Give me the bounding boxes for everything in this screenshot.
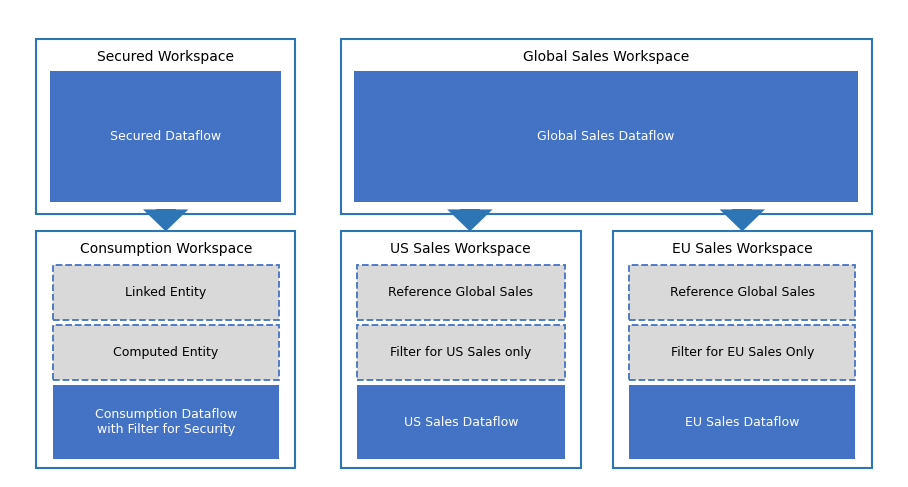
FancyBboxPatch shape [53, 325, 279, 380]
Bar [156, 209, 176, 214]
Text: EU Sales Dataflow: EU Sales Dataflow [686, 415, 799, 429]
FancyBboxPatch shape [629, 385, 855, 459]
FancyBboxPatch shape [340, 231, 581, 468]
FancyBboxPatch shape [629, 265, 855, 320]
Polygon shape [143, 209, 189, 231]
Text: Reference Global Sales: Reference Global Sales [670, 286, 814, 300]
FancyBboxPatch shape [36, 39, 295, 214]
FancyBboxPatch shape [357, 325, 565, 380]
Text: Consumption Dataflow
with Filter for Security: Consumption Dataflow with Filter for Sec… [94, 408, 237, 436]
FancyBboxPatch shape [50, 71, 281, 202]
Text: Linked Entity: Linked Entity [125, 286, 206, 300]
Text: Reference Global Sales: Reference Global Sales [389, 286, 533, 300]
FancyBboxPatch shape [354, 71, 858, 202]
Text: US Sales Dataflow: US Sales Dataflow [403, 415, 518, 429]
FancyBboxPatch shape [340, 39, 872, 214]
Text: Global Sales Dataflow: Global Sales Dataflow [538, 130, 675, 143]
Text: Global Sales Workspace: Global Sales Workspace [523, 50, 689, 64]
Text: US Sales Workspace: US Sales Workspace [390, 242, 531, 256]
FancyBboxPatch shape [357, 265, 565, 320]
Text: Consumption Workspace: Consumption Workspace [80, 242, 252, 256]
Text: EU Sales Workspace: EU Sales Workspace [672, 242, 813, 256]
Bar [459, 209, 479, 214]
Text: Filter for EU Sales Only: Filter for EU Sales Only [671, 346, 814, 359]
Bar [733, 209, 753, 214]
FancyBboxPatch shape [53, 265, 279, 320]
Text: Secured Workspace: Secured Workspace [97, 50, 234, 64]
FancyBboxPatch shape [613, 231, 872, 468]
Text: Secured Dataflow: Secured Dataflow [110, 130, 222, 143]
FancyBboxPatch shape [629, 325, 855, 380]
FancyBboxPatch shape [357, 385, 565, 459]
FancyBboxPatch shape [53, 385, 279, 459]
Text: Filter for US Sales only: Filter for US Sales only [390, 346, 531, 359]
FancyBboxPatch shape [36, 231, 295, 468]
Polygon shape [447, 209, 492, 231]
Text: Computed Entity: Computed Entity [114, 346, 218, 359]
Polygon shape [720, 209, 765, 231]
